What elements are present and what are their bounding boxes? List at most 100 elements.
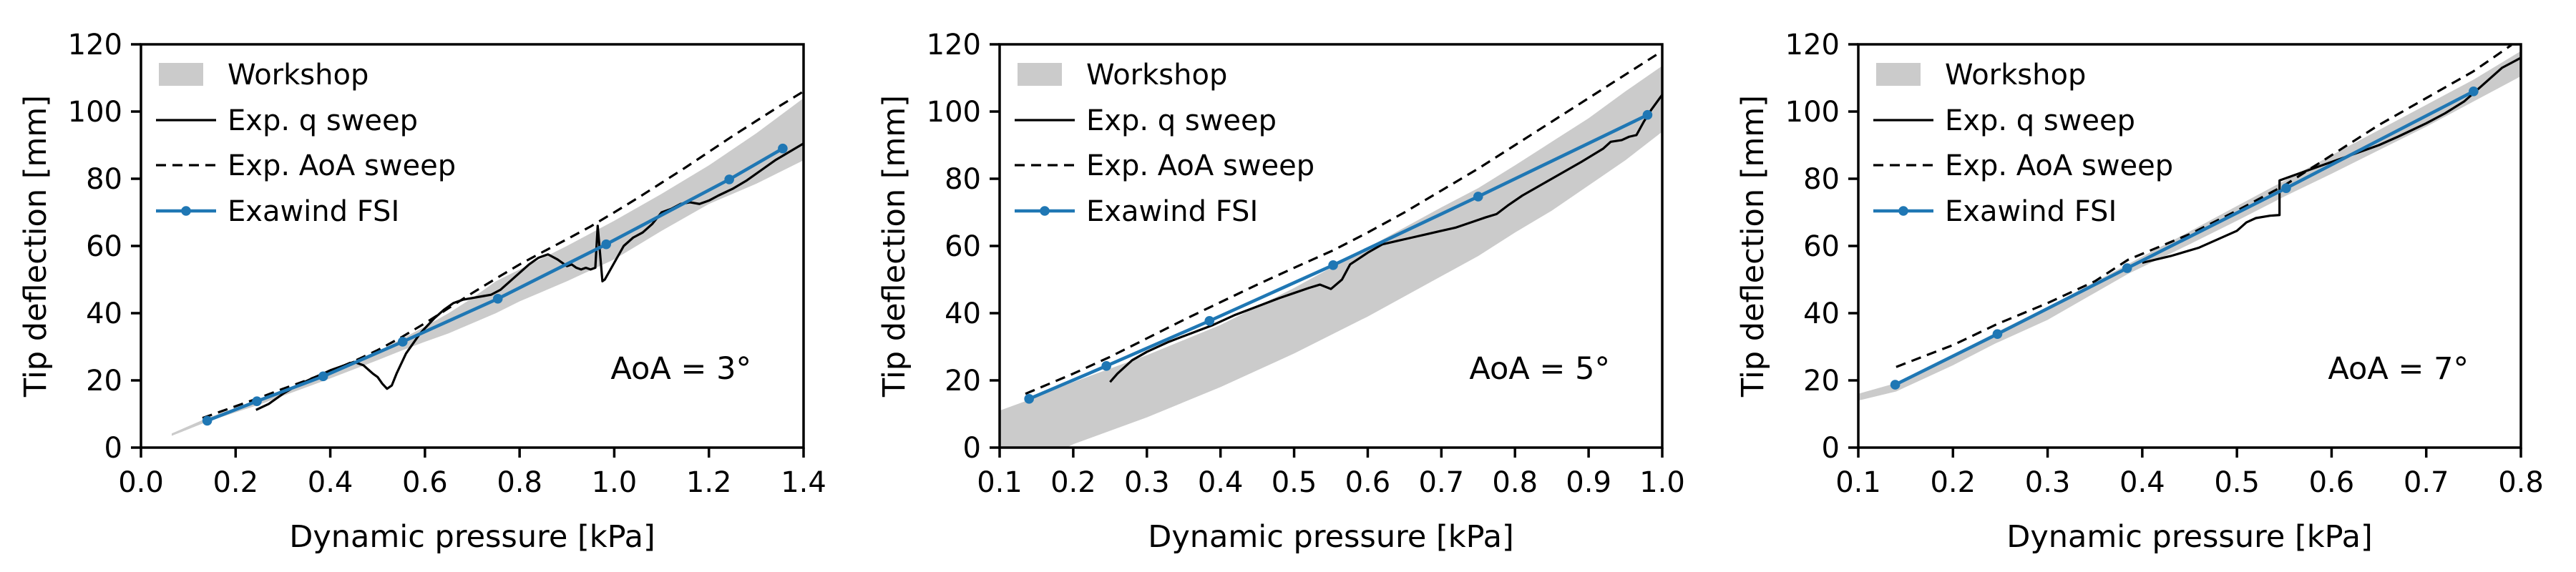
x-axis-label: Dynamic pressure [kPa] xyxy=(1148,519,1514,555)
x-tick-label: 0.1 xyxy=(977,466,1023,499)
legend: Workshop Exp. q sweep Exp. AoA sweep Exawin… xyxy=(1873,59,2173,228)
legend-item-exp-q-sweep: Exp. q sweep xyxy=(1873,104,2135,137)
x-tick-label: 0.8 xyxy=(1492,466,1538,499)
legend-band-swatch xyxy=(159,63,203,86)
x-tick-label: 0.8 xyxy=(497,466,542,499)
y-tick-label: 20 xyxy=(1803,365,1840,398)
series-exawind-fsi-marker xyxy=(1992,329,2003,339)
legend: Workshop Exp. q sweep Exp. AoA sweep Exawin… xyxy=(1015,59,1314,228)
series-exawind-fsi-marker xyxy=(492,293,503,304)
legend-item-exp-q-sweep: Exp. q sweep xyxy=(1015,104,1277,137)
plot-area xyxy=(1858,44,2521,401)
x-tick-label: 0.5 xyxy=(2214,466,2260,499)
series-exawind-fsi-marker xyxy=(202,415,213,426)
series-exawind-fsi-marker xyxy=(1473,192,1483,202)
x-tick-label: 0.1 xyxy=(1835,466,1881,499)
series-exp-aoa-sweep-line xyxy=(1896,44,2512,368)
legend-label: Exawind FSI xyxy=(228,195,399,228)
legend-label: Exp. AoA sweep xyxy=(228,149,456,182)
legend-label: Workshop xyxy=(1945,59,2086,92)
series-exawind-fsi-marker xyxy=(601,239,611,250)
legend-item-workshop: Workshop xyxy=(1876,59,2086,92)
legend-label: Exawind FSI xyxy=(1945,195,2117,228)
legend-marker-dot xyxy=(181,206,191,216)
legend-item-exp-aoa-sweep: Exp. AoA sweep xyxy=(1873,149,2173,182)
x-tick-label: 0.2 xyxy=(1050,466,1096,499)
y-tick-label: 60 xyxy=(1803,230,1840,263)
y-tick-label: 40 xyxy=(945,297,981,330)
y-tick-label: 0 xyxy=(104,432,122,465)
y-tick-label: 60 xyxy=(86,230,122,263)
y-tick-label: 80 xyxy=(945,163,981,196)
y-tick-label: 60 xyxy=(945,230,981,263)
panel-aoa-7: 0.1 0.2 0.3 0.4 0.5 0.6 0.7 0.8 0 20 40 60 80 100 120 D… xyxy=(1717,0,2576,572)
x-tick-label: 0.7 xyxy=(2404,466,2449,499)
series-exawind-fsi-marker xyxy=(2469,87,2479,97)
y-axis-label: Tip deflection [mm] xyxy=(877,95,912,398)
series-exawind-fsi-line xyxy=(206,147,784,423)
legend-item-exawind-fsi: Exawind FSI xyxy=(1015,195,1258,228)
legend-band-swatch xyxy=(1876,63,1921,86)
y-tick-label: 20 xyxy=(945,365,981,398)
x-tick-label: 0.3 xyxy=(2025,466,2071,499)
y-tick-label: 0 xyxy=(963,432,981,465)
y-tick-label: 120 xyxy=(927,29,981,61)
y-axis-label: Tip deflection [mm] xyxy=(18,95,54,398)
x-tick-label: 1.2 xyxy=(686,466,732,499)
legend-item-exp-aoa-sweep: Exp. AoA sweep xyxy=(1015,149,1314,182)
x-axis-label: Dynamic pressure [kPa] xyxy=(2006,519,2373,555)
plot-area xyxy=(1000,50,1662,448)
y-tick-label: 40 xyxy=(86,297,122,330)
series-exawind-fsi-marker xyxy=(318,371,328,382)
x-tick-label: 1.0 xyxy=(1639,466,1685,499)
series-exawind-fsi-marker xyxy=(1642,109,1653,120)
legend-item-exp-aoa-sweep: Exp. AoA sweep xyxy=(156,149,456,182)
series-exawind-fsi-marker xyxy=(252,396,262,406)
legend-label: Exp. q sweep xyxy=(228,104,418,137)
panel-aoa-3: 0.0 0.2 0.4 0.6 0.8 1.0 1.2 1.4 0 20 40 60 80 100 120 D… xyxy=(0,0,859,572)
x-tick-label: 0.5 xyxy=(1272,466,1317,499)
legend-band-swatch xyxy=(1018,63,1062,86)
series-exawind-fsi-line xyxy=(1028,113,1649,400)
panel-background xyxy=(0,0,859,572)
legend-label: Exp. q sweep xyxy=(1945,104,2135,137)
x-tick-label: 0.6 xyxy=(402,466,448,499)
y-tick-label: 100 xyxy=(1785,96,1840,129)
aoa-annotation: AoA = 7° xyxy=(2328,351,2469,387)
y-tick-label: 20 xyxy=(86,365,122,398)
legend-item-exp-q-sweep: Exp. q sweep xyxy=(156,104,418,137)
x-tick-label: 0.4 xyxy=(308,466,353,499)
x-tick-label: 0.3 xyxy=(1124,466,1170,499)
x-tick-label: 0.6 xyxy=(2309,466,2355,499)
x-tick-label: 0.6 xyxy=(1345,466,1391,499)
legend-label: Workshop xyxy=(228,59,369,92)
y-tick-label: 40 xyxy=(1803,297,1840,330)
series-workshop-band xyxy=(1000,66,1662,448)
x-axis-label: Dynamic pressure [kPa] xyxy=(289,519,655,555)
legend-label: Exp. AoA sweep xyxy=(1945,149,2173,182)
y-tick-label: 120 xyxy=(68,29,122,61)
x-tick-label: 0.2 xyxy=(1930,466,1976,499)
legend: Workshop Exp. q sweep Exp. AoA sweep Exawin… xyxy=(156,59,456,228)
x-tick-label: 1.4 xyxy=(781,466,826,499)
y-tick-label: 120 xyxy=(1785,29,1840,61)
legend-marker-dot xyxy=(1898,206,1908,216)
series-exawind-fsi-marker xyxy=(1024,394,1034,404)
series-exp-aoa-sweep-line xyxy=(1025,50,1662,395)
x-tick-label: 0.8 xyxy=(2498,466,2544,499)
y-tick-label: 100 xyxy=(927,96,981,129)
panel-background xyxy=(1717,0,2576,572)
legend-item-exawind-fsi: Exawind FSI xyxy=(156,195,399,228)
legend-label: Exp. AoA sweep xyxy=(1086,149,1314,182)
panel-aoa-5: 0.1 0.2 0.3 0.4 0.5 0.6 0.7 0.8 0.9 1.0 0 20 40 60 80 1… xyxy=(859,0,1717,572)
x-tick-label: 0.9 xyxy=(1566,466,1611,499)
aoa-annotation: AoA = 5° xyxy=(1469,351,1610,387)
legend-item-workshop: Workshop xyxy=(159,59,369,92)
series-exawind-fsi-marker xyxy=(724,174,734,184)
series-exawind-fsi-marker xyxy=(397,337,408,347)
x-tick-label: 0.4 xyxy=(2119,466,2165,499)
legend-label: Workshop xyxy=(1086,59,1227,92)
x-tick-label: 0.0 xyxy=(118,466,164,499)
series-exawind-fsi-marker xyxy=(1101,360,1111,371)
